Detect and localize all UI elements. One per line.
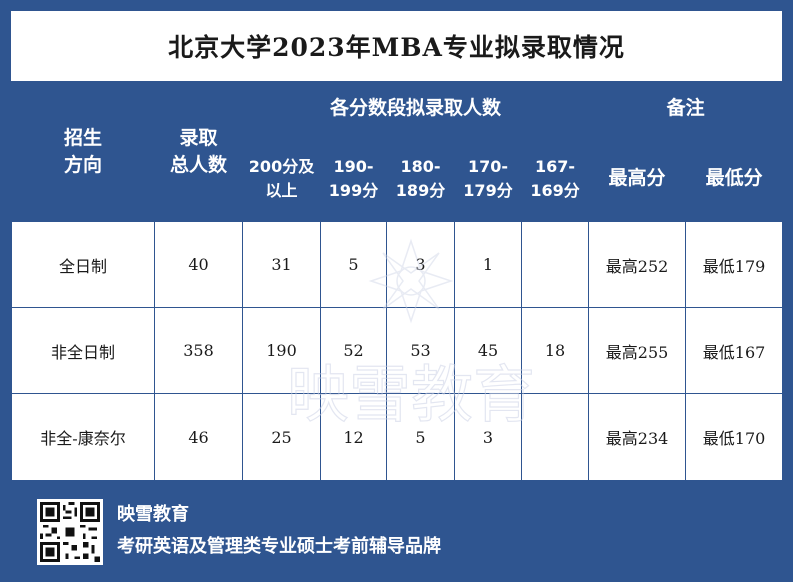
cell-band: 52 bbox=[320, 307, 387, 394]
cell-max: 最高252 bbox=[588, 221, 687, 308]
header-band-180: 180- 189分 bbox=[386, 135, 455, 222]
cell-band: 18 bbox=[520, 307, 590, 394]
header-band-190: 190- 199分 bbox=[320, 135, 387, 222]
cell-band: 5 bbox=[386, 393, 455, 481]
cell-direction: 非全-康奈尔 bbox=[11, 393, 155, 481]
cell-band: 45 bbox=[454, 307, 522, 394]
cell-band bbox=[520, 393, 590, 481]
cell-max: 最高234 bbox=[588, 393, 687, 481]
header-max: 最高分 bbox=[588, 135, 687, 222]
page-title: 北京大学2023年MBA专业拟录取情况 bbox=[168, 33, 625, 62]
footer-band: 映雪教育 考研英语及管理类专业硕士考前辅导品牌 bbox=[11, 480, 782, 582]
header-bands-group: 各分数段拟录取人数 bbox=[241, 81, 590, 136]
cell-band: 12 bbox=[320, 393, 387, 481]
table-card: 北京大学2023年MBA专业拟录取情况 招生 方向 录取 总人数 各分数段拟录取… bbox=[11, 11, 784, 481]
cell-band: 190 bbox=[242, 307, 321, 394]
cell-band: 3 bbox=[454, 393, 522, 481]
header-notes-group: 备注 bbox=[588, 81, 784, 136]
cell-band: 53 bbox=[386, 307, 455, 394]
cell-total: 46 bbox=[154, 393, 243, 481]
cell-min: 最低167 bbox=[685, 307, 784, 394]
header-band-167: 167- 169分 bbox=[520, 135, 590, 222]
cell-band: 25 bbox=[242, 393, 321, 481]
table-row: 全日制 40 31 5 3 1 最高252 最低179 bbox=[11, 221, 784, 308]
admission-table: 招生 方向 录取 总人数 各分数段拟录取人数 备注 200分及 以上 190- … bbox=[11, 81, 784, 481]
cell-band bbox=[520, 221, 590, 308]
qr-code-icon bbox=[37, 499, 103, 565]
brand-slogan: 考研英语及管理类专业硕士考前辅导品牌 bbox=[117, 536, 441, 557]
cell-direction: 非全日制 bbox=[11, 307, 155, 394]
cell-min: 最低170 bbox=[685, 393, 784, 481]
cell-min: 最低179 bbox=[685, 221, 784, 308]
cell-band: 3 bbox=[386, 221, 455, 308]
cell-max: 最高255 bbox=[588, 307, 687, 394]
header-band-200: 200分及 以上 bbox=[242, 135, 321, 222]
table-row: 非全-康奈尔 46 25 12 5 3 最高234 最低170 bbox=[11, 393, 784, 481]
cell-band: 5 bbox=[320, 221, 387, 308]
header-min: 最低分 bbox=[685, 135, 784, 222]
cell-band: 31 bbox=[242, 221, 321, 308]
cell-band: 1 bbox=[454, 221, 522, 308]
cell-total: 358 bbox=[154, 307, 243, 394]
header-direction: 招生 方向 bbox=[11, 81, 155, 222]
cell-direction: 全日制 bbox=[11, 221, 155, 308]
header-total: 录取 总人数 bbox=[154, 81, 243, 222]
cell-total: 40 bbox=[154, 221, 243, 308]
brand-name: 映雪教育 bbox=[117, 504, 189, 525]
header-band-170: 170- 179分 bbox=[454, 135, 522, 222]
table-row: 非全日制 358 190 52 53 45 18 最高255 最低167 bbox=[11, 307, 784, 394]
